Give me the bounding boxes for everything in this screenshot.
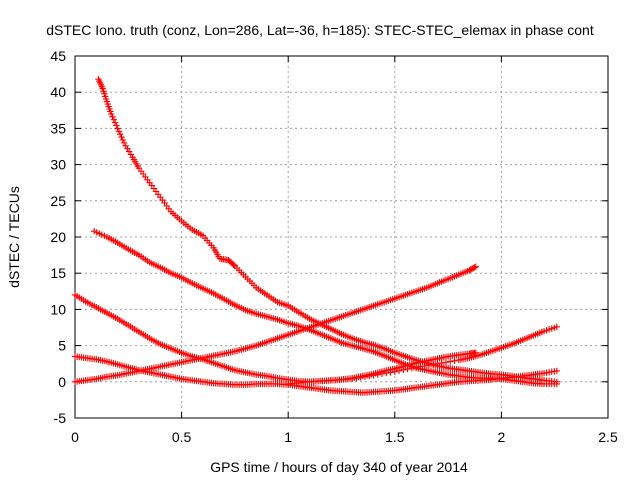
data-point xyxy=(429,361,437,368)
data-point xyxy=(553,367,561,375)
data-point xyxy=(404,365,411,373)
x-tick-label: 0 xyxy=(71,429,79,445)
data-point xyxy=(113,122,120,129)
data-point xyxy=(412,364,420,371)
y-tick-label: 0 xyxy=(58,374,66,390)
data-point xyxy=(110,116,118,123)
data-point xyxy=(471,264,478,271)
data-point xyxy=(366,372,373,380)
y-tick-label: 25 xyxy=(50,193,66,209)
data-point xyxy=(370,372,377,379)
data-point xyxy=(361,373,369,380)
data-point xyxy=(118,133,125,141)
y-tick-label: 35 xyxy=(50,120,66,136)
data-point xyxy=(438,359,445,367)
y-tick-label: 30 xyxy=(50,157,66,173)
data-point xyxy=(115,128,123,135)
y-tick-label: 20 xyxy=(50,229,66,245)
data-point xyxy=(472,263,480,270)
y-tick-label: 40 xyxy=(50,84,66,100)
y-tick-label: 15 xyxy=(50,265,66,281)
chart-title: dSTEC Iono. truth (conz, Lon=286, Lat=-3… xyxy=(46,22,594,38)
x-tick-label: 2.5 xyxy=(598,429,618,445)
data-point xyxy=(391,368,398,375)
data-point xyxy=(395,367,403,374)
data-point xyxy=(383,369,390,377)
data-point xyxy=(109,113,116,121)
data-point xyxy=(434,360,441,367)
data-point xyxy=(114,125,121,132)
series-5 xyxy=(71,353,561,396)
x-tick-label: 0.5 xyxy=(172,429,192,445)
data-point xyxy=(421,362,428,370)
data-point xyxy=(374,371,381,378)
y-tick-label: 45 xyxy=(50,48,66,64)
data-point xyxy=(119,136,126,144)
series-4 xyxy=(71,263,480,385)
y-axis-label: dSTEC / TECUs xyxy=(6,186,22,288)
x-axis-label: GPS time / hours of day 340 of year 2014 xyxy=(210,459,468,475)
y-tick-label: -5 xyxy=(54,410,67,426)
data-point xyxy=(451,357,458,365)
data-point xyxy=(387,369,394,376)
data-point xyxy=(108,110,115,118)
data-point xyxy=(442,359,450,366)
data-point xyxy=(553,380,561,388)
series-1 xyxy=(95,75,561,385)
series-2 xyxy=(90,228,561,388)
data-point xyxy=(408,364,416,372)
x-tick-label: 2 xyxy=(498,429,506,445)
grid-lines xyxy=(75,56,608,418)
y-tick-label: 5 xyxy=(58,338,66,354)
y-tick-label: 10 xyxy=(50,301,66,317)
data-point xyxy=(447,358,454,365)
x-tick-label: 1.5 xyxy=(385,429,405,445)
data-point xyxy=(357,374,364,381)
data-point xyxy=(378,370,386,378)
data-point xyxy=(230,261,237,269)
data-point xyxy=(417,363,424,370)
data-point xyxy=(400,366,407,374)
series-6 xyxy=(285,323,561,388)
data-points xyxy=(71,75,561,396)
data-point xyxy=(116,130,124,138)
data-point xyxy=(553,323,561,330)
data-point xyxy=(425,361,433,369)
data-point xyxy=(353,374,360,382)
data-point xyxy=(111,119,119,126)
data-point xyxy=(348,375,356,383)
x-tick-label: 1 xyxy=(284,429,292,445)
